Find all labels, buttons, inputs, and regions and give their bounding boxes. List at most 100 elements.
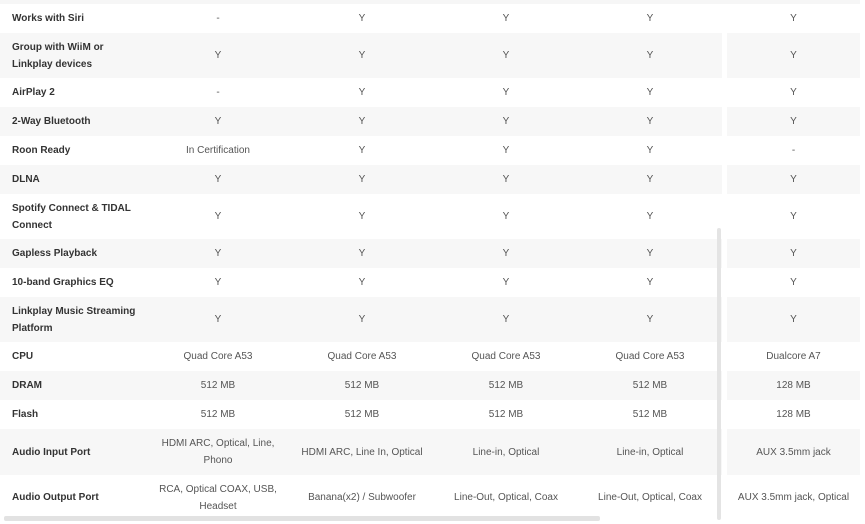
column-gap <box>722 342 727 371</box>
table-cell: 512 MB <box>632 409 668 420</box>
table-cell: Line-Out, Optical, Coax <box>598 492 702 503</box>
column-gap <box>722 4 727 33</box>
table-cell: Dualcore A7 <box>766 351 821 362</box>
table-cell: Y <box>646 277 654 288</box>
column-gap <box>722 136 727 165</box>
table-cell: Y <box>214 314 222 325</box>
table-cell: Y <box>790 248 797 259</box>
row-label: Linkplay Music Streaming Platform <box>12 305 136 334</box>
table-row: Audio Input Port HDMI ARC, Optical, Line,… <box>0 429 860 475</box>
table-cell: Y <box>646 174 654 185</box>
row-label: 2-Way Bluetooth <box>12 116 91 127</box>
row-label: Gapless Playback <box>12 248 98 259</box>
table-cell: 512 MB <box>200 380 236 391</box>
table-cell: Y <box>502 277 510 288</box>
table-cell: Banana(x2) / Subwoofer <box>308 492 416 503</box>
table-cell: Y <box>358 13 366 24</box>
row-label: Group with WiiM or Linkplay devices <box>12 41 104 70</box>
table-cell: Y <box>502 87 510 98</box>
table-cell: Y <box>214 248 222 259</box>
table-cell: Y <box>358 50 366 61</box>
table-row: Group with WiiM or Linkplay devices Y Y Y Y Y <box>0 33 860 78</box>
table-row: AirPlay 2 - Y Y Y Y <box>0 78 860 107</box>
table-cell: AUX 3.5mm jack <box>756 446 831 458</box>
table-row: DLNA Y Y Y Y Y <box>0 165 860 194</box>
table-cell: 512 MB <box>344 380 380 391</box>
column-gap <box>722 33 727 78</box>
table-cell: AUX 3.5mm jack, Optical <box>737 492 850 503</box>
column-gap <box>722 297 727 342</box>
table-row: Roon Ready In Certification Y Y Y - <box>0 136 860 165</box>
table-cell: Y <box>358 145 366 156</box>
column-gap <box>722 400 727 429</box>
previous-row-edge <box>0 0 860 4</box>
table-cell: 512 MB <box>344 409 380 420</box>
table-cell: Y <box>790 211 797 222</box>
row-label: Audio Input Port <box>12 446 91 458</box>
table-cell: Y <box>358 277 366 288</box>
table-cell: Y <box>358 116 366 127</box>
vertical-scrollbar[interactable] <box>717 228 721 520</box>
table-cell: Line-Out, Optical, Coax <box>454 492 558 503</box>
column-gap <box>722 165 727 194</box>
table-row: Flash 512 MB 512 MB 512 MB 512 MB 128 MB <box>0 400 860 429</box>
table-cell: RCA, Optical COAX, USB, Headset <box>159 483 277 512</box>
table-cell: Y <box>646 211 654 222</box>
table-cell: 128 MB <box>776 380 811 391</box>
table-cell: Y <box>646 116 654 127</box>
row-label: Works with Siri <box>12 13 85 24</box>
column-gap <box>722 239 727 268</box>
comparison-table: Works with Siri - Y Y Y Y Group with WiiM or L… <box>0 4 860 520</box>
table-cell: Y <box>502 211 510 222</box>
table-cell: Quad Core A53 <box>471 351 541 362</box>
table-cell: Y <box>358 314 366 325</box>
row-label: CPU <box>12 351 34 362</box>
table-cell: Y <box>358 87 366 98</box>
table-cell: - <box>216 87 220 98</box>
table-cell: Y <box>646 13 654 24</box>
row-label: Spotify Connect & TIDAL Connect <box>12 202 131 231</box>
row-label: AirPlay 2 <box>12 87 55 98</box>
table-cell: Y <box>358 211 366 222</box>
table-cell: Y <box>214 211 222 222</box>
table-cell: Quad Core A53 <box>327 351 397 362</box>
table-row: 2-Way Bluetooth Y Y Y Y Y <box>0 107 860 136</box>
table-cell: Y <box>502 50 510 61</box>
table-row: Gapless Playback Y Y Y Y Y <box>0 239 860 268</box>
column-gap <box>722 107 727 136</box>
table-row: CPU Quad Core A53 Quad Core A53 Quad Core A… <box>0 342 860 371</box>
table-row: DRAM 512 MB 512 MB 512 MB 512 MB 128 MB <box>0 371 860 400</box>
table-cell: Y <box>502 145 510 156</box>
row-label: DLNA <box>12 174 40 185</box>
column-gap <box>722 475 727 520</box>
row-label: DRAM <box>12 380 42 391</box>
table-cell: Y <box>646 87 654 98</box>
table-cell: Y <box>358 248 366 259</box>
horizontal-scrollbar[interactable] <box>4 516 600 521</box>
table-cell: Quad Core A53 <box>183 351 253 362</box>
table-row: Works with Siri - Y Y Y Y <box>0 4 860 33</box>
table-cell: - <box>791 145 796 156</box>
table-cell: Y <box>358 174 366 185</box>
table-cell: Y <box>790 116 797 127</box>
table-cell: Line-in, Optical <box>616 446 684 458</box>
table-cell: 128 MB <box>776 409 811 420</box>
table-cell: HDMI ARC, Optical, Line, Phono <box>161 438 275 466</box>
table-cell: 512 MB <box>200 409 236 420</box>
table-cell: Y <box>790 314 797 325</box>
column-gap <box>722 371 727 400</box>
table-cell: - <box>216 13 220 24</box>
column-gap <box>722 429 727 475</box>
table-row: 10-band Graphics EQ Y Y Y Y Y <box>0 268 860 297</box>
table-cell: Line-in, Optical <box>472 446 540 458</box>
table-cell: Y <box>502 314 510 325</box>
row-label: Roon Ready <box>12 145 71 156</box>
row-label: Audio Output Port <box>12 492 99 503</box>
table-row: Audio Output Port RCA, Optical COAX, USB,… <box>0 475 860 520</box>
table-cell: In Certification <box>186 145 250 156</box>
table-cell: Y <box>502 174 510 185</box>
table-cell: Y <box>502 248 510 259</box>
column-gap <box>722 268 727 297</box>
row-label: 10-band Graphics EQ <box>12 277 114 288</box>
column-gap <box>722 78 727 107</box>
